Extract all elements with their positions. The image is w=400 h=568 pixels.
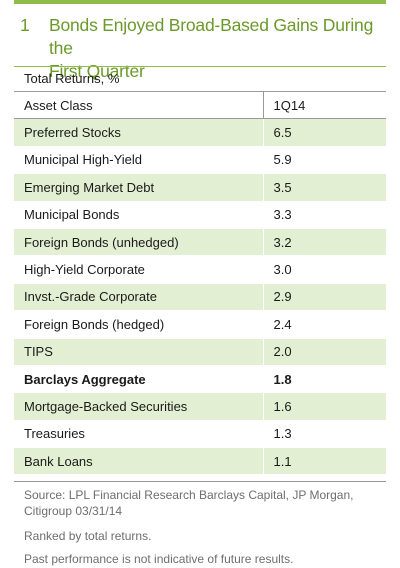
return-value-cell: 3.2 xyxy=(263,228,386,257)
table-row: Municipal High-Yield 5.9 xyxy=(14,146,386,175)
return-value-cell: 1.1 xyxy=(263,447,386,476)
table-row: Emerging Market Debt 3.5 xyxy=(14,173,386,202)
return-value-cell: 3.0 xyxy=(263,255,386,284)
returns-table: Asset Class 1Q14 Preferred Stocks 6.5 Muni… xyxy=(14,90,386,476)
table-body: Preferred Stocks 6.5 Municipal High-Yield 5… xyxy=(14,118,386,476)
asset-class-cell: Treasuries xyxy=(14,420,264,449)
table-row: Bank Loans 1.1 xyxy=(14,447,386,476)
return-value-cell: 2.9 xyxy=(263,283,386,312)
asset-class-cell: Bank Loans xyxy=(14,447,264,476)
table-row: Preferred Stocks 6.5 xyxy=(14,118,386,147)
column-header-asset-class: Asset Class xyxy=(14,90,264,120)
asset-class-cell: Municipal Bonds xyxy=(14,201,264,229)
figure-number: 1 xyxy=(20,15,30,35)
figure-title-line-1: Bonds Enjoyed Broad-Based Gains During t… xyxy=(49,15,374,58)
asset-class-cell: Foreign Bonds (hedged) xyxy=(14,310,264,339)
column-header-period: 1Q14 xyxy=(263,90,386,120)
asset-class-cell: Invst.-Grade Corporate xyxy=(14,283,264,312)
table-subtitle: Total Returns, % xyxy=(24,71,120,86)
asset-class-cell: Barclays Aggregate xyxy=(14,365,264,394)
source-line-2: Citigroup 03/31/14 xyxy=(24,503,123,518)
asset-class-cell: High-Yield Corporate xyxy=(14,255,264,284)
asset-class-cell: Emerging Market Debt xyxy=(14,173,264,202)
return-value-cell: 5.9 xyxy=(263,146,386,175)
return-value-cell: 1.3 xyxy=(263,420,386,449)
asset-class-cell: Preferred Stocks xyxy=(14,118,264,147)
asset-class-cell: Foreign Bonds (unhedged) xyxy=(14,228,264,257)
return-value-cell: 3.5 xyxy=(263,173,386,202)
source-note: Source: LPL Financial Research Barclays … xyxy=(24,488,374,519)
return-value-cell: 6.5 xyxy=(263,118,386,147)
source-notes: Source: LPL Financial Research Barclays … xyxy=(14,481,386,566)
table-row: Mortgage-Backed Securities 1.6 xyxy=(14,392,386,421)
return-value-cell: 1.8 xyxy=(263,365,386,394)
asset-class-cell: Municipal High-Yield xyxy=(14,146,264,175)
top-accent-rule xyxy=(14,0,386,4)
subtitle-bar: Total Returns, % xyxy=(14,66,386,91)
table-row: Invst.-Grade Corporate 2.9 xyxy=(14,283,386,312)
table-row: Municipal Bonds 3.3 xyxy=(14,201,386,229)
table-row: Foreign Bonds (unhedged) 3.2 xyxy=(14,228,386,257)
table-row: Foreign Bonds (hedged) 2.4 xyxy=(14,310,386,339)
table-row: High-Yield Corporate 3.0 xyxy=(14,255,386,284)
return-value-cell: 3.3 xyxy=(263,201,386,229)
return-value-cell: 2.0 xyxy=(263,338,386,366)
asset-class-cell: TIPS xyxy=(14,338,264,366)
return-value-cell: 1.6 xyxy=(263,392,386,421)
return-value-cell: 2.4 xyxy=(263,310,386,339)
table-row: TIPS 2.0 xyxy=(14,338,386,366)
table-row: Barclays Aggregate 1.8 xyxy=(14,365,386,394)
asset-class-cell: Mortgage-Backed Securities xyxy=(14,392,264,421)
ranking-note: Ranked by total returns. xyxy=(24,529,152,543)
table-header-row: Asset Class 1Q14 xyxy=(14,90,386,120)
source-line-1: Source: LPL Financial Research Barclays … xyxy=(24,488,354,502)
table-row: Treasuries 1.3 xyxy=(14,420,386,449)
disclaimer-note: Past performance is not indicative of fu… xyxy=(24,552,294,566)
